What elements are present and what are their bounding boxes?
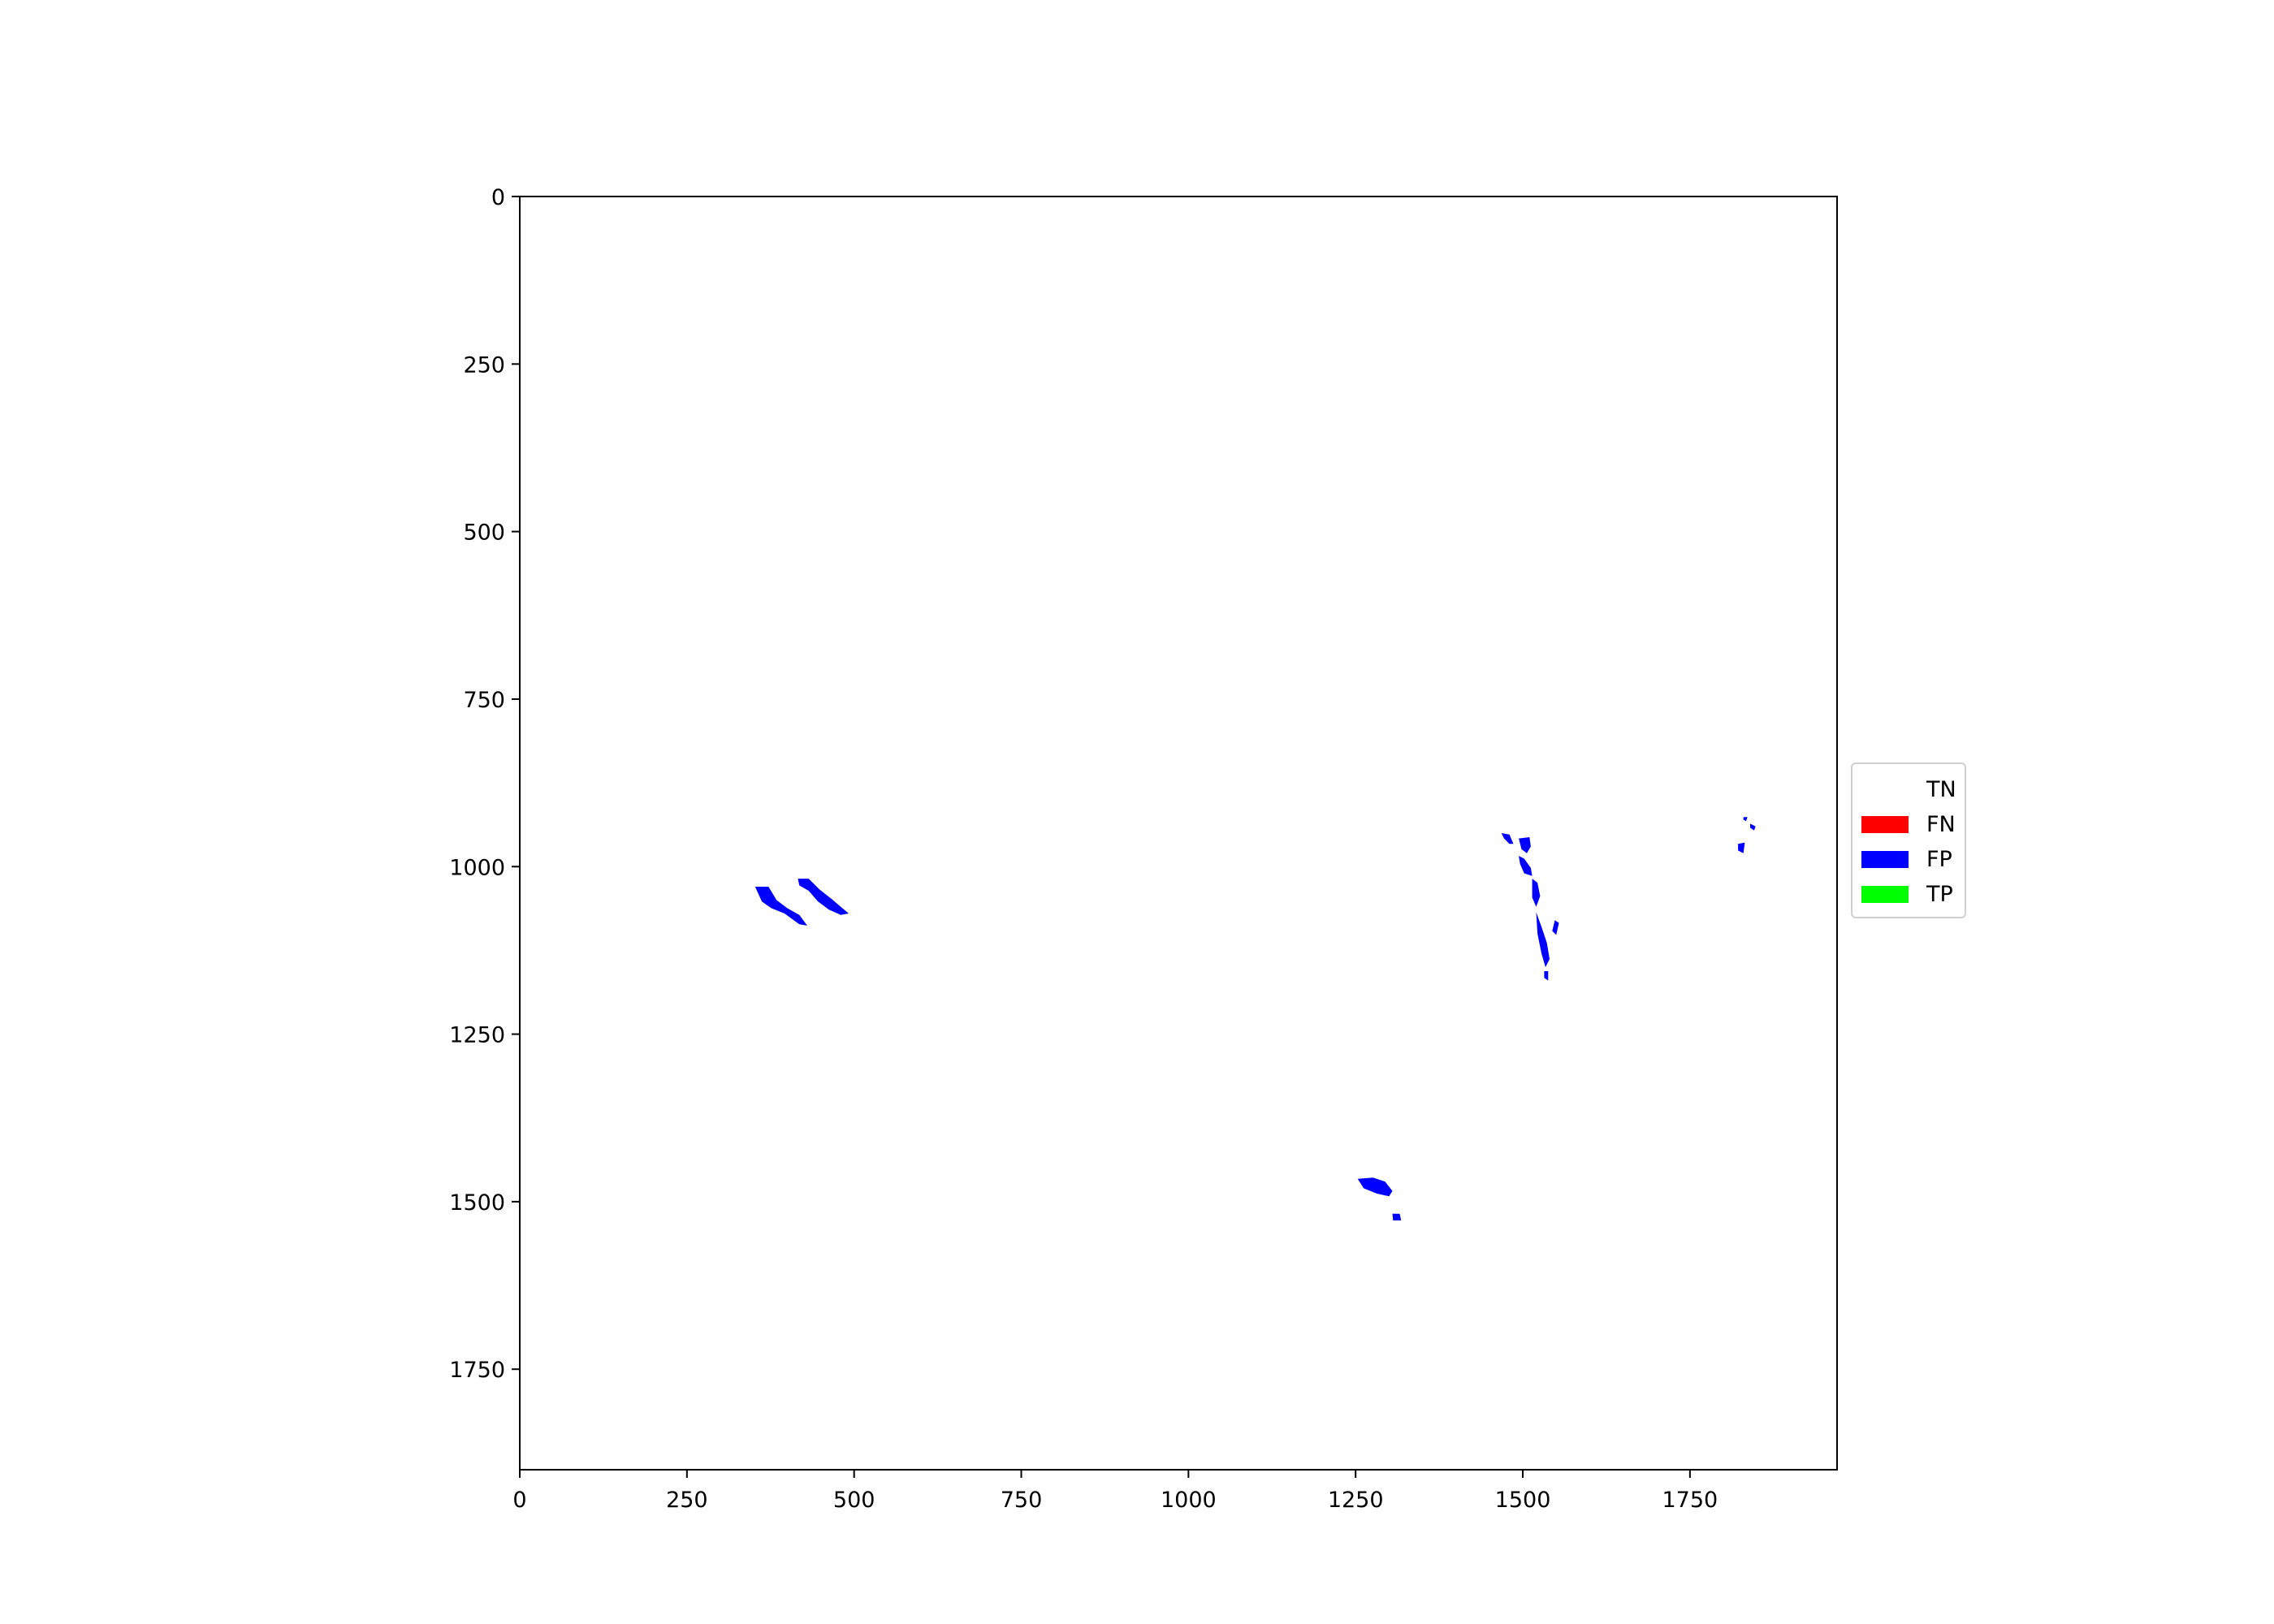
x-tick-label-0: 0 — [512, 1488, 526, 1513]
region-fp-9 — [1544, 971, 1549, 981]
legend-swatch-fn — [1861, 816, 1909, 833]
x-tick-label-250: 250 — [666, 1488, 708, 1513]
legend-label-tp: TP — [1926, 882, 1953, 907]
region-fp-6 — [1532, 879, 1541, 907]
region-fp-4 — [1519, 837, 1531, 853]
legend-label-tn: TN — [1926, 777, 1956, 802]
region-fp-13 — [1743, 817, 1748, 822]
y-tick-label-500: 500 — [463, 520, 505, 546]
region-fp-3 — [1501, 833, 1514, 844]
legend-swatch-tn — [1861, 781, 1909, 798]
region-fp-10 — [1357, 1177, 1393, 1197]
x-tick-label-1500: 1500 — [1495, 1488, 1551, 1513]
axes-frame — [519, 196, 1838, 1471]
x-tick-label-750: 750 — [1001, 1488, 1043, 1513]
region-fp-8 — [1552, 920, 1559, 935]
x-tick-label-1000: 1000 — [1161, 1488, 1217, 1513]
y-tick-label-250: 250 — [463, 352, 505, 378]
region-fp-2 — [798, 879, 850, 915]
region-fp-11 — [1392, 1213, 1402, 1220]
x-tick-label-1750: 1750 — [1662, 1488, 1718, 1513]
region-fp-1 — [754, 887, 807, 926]
y-tick-label-1500: 1500 — [449, 1190, 505, 1216]
legend-box — [1851, 762, 1966, 918]
y-tick-label-1750: 1750 — [449, 1358, 505, 1383]
x-tick-label-500: 500 — [833, 1488, 875, 1513]
legend: TN FN FP TP — [1851, 762, 1966, 918]
legend-swatch-tp — [1861, 886, 1909, 903]
region-fp-7 — [1536, 912, 1550, 968]
x-tick-label-1250: 1250 — [1328, 1488, 1384, 1513]
x-axis: 0 250 500 750 1000 1250 1500 1750 — [512, 1470, 1718, 1513]
region-fp-14 — [1750, 823, 1756, 831]
legend-swatch-fp — [1861, 851, 1909, 868]
region-fp-12 — [1738, 842, 1745, 853]
y-tick-label-0: 0 — [491, 185, 505, 210]
legend-label-fp: FP — [1926, 847, 1952, 872]
y-tick-label-750: 750 — [463, 688, 505, 713]
mask-regions — [754, 817, 1756, 1220]
y-tick-label-1000: 1000 — [449, 855, 505, 880]
plot-area — [519, 196, 1838, 1471]
y-tick-label-1250: 1250 — [449, 1023, 505, 1048]
y-axis: 0 250 500 750 1000 1250 1500 1750 — [449, 185, 520, 1383]
image-canvas — [520, 197, 1837, 1470]
legend-label-fn: FN — [1926, 812, 1956, 837]
region-fp-5 — [1519, 856, 1533, 876]
